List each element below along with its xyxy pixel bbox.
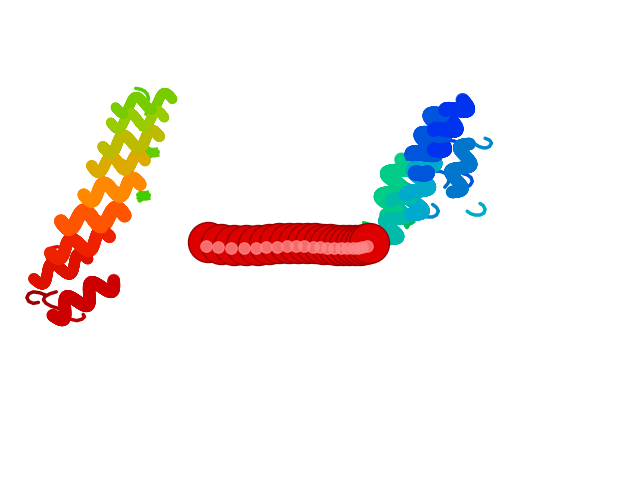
Point [213,243,223,251]
Point [264,240,274,248]
Point [338,241,348,249]
Point [226,244,236,252]
Point [271,243,282,251]
Point [357,243,367,251]
Point [350,241,360,249]
Point [332,241,342,249]
Point [282,242,292,250]
Point [353,244,363,252]
Point [317,240,328,248]
Point [203,239,213,246]
Point [284,239,294,247]
Point [315,243,325,251]
Point [335,244,346,252]
Point [307,243,317,251]
Point [274,240,284,247]
Point [299,242,309,250]
Point [293,239,303,247]
Point [250,244,260,252]
Point [362,242,372,250]
Point [216,240,226,248]
Point [310,240,320,247]
Point [324,240,335,248]
Point [364,239,374,247]
Point [360,240,370,248]
Point [291,242,301,250]
Point [228,241,239,249]
Point [322,244,332,252]
Point [253,241,263,249]
Point [344,241,355,249]
Point [355,241,365,249]
Point [329,244,339,252]
Point [241,241,252,249]
Point [342,244,352,252]
Point [261,243,271,251]
Point [348,244,358,252]
Point [239,244,249,252]
Point [200,242,211,250]
Point [301,239,312,247]
